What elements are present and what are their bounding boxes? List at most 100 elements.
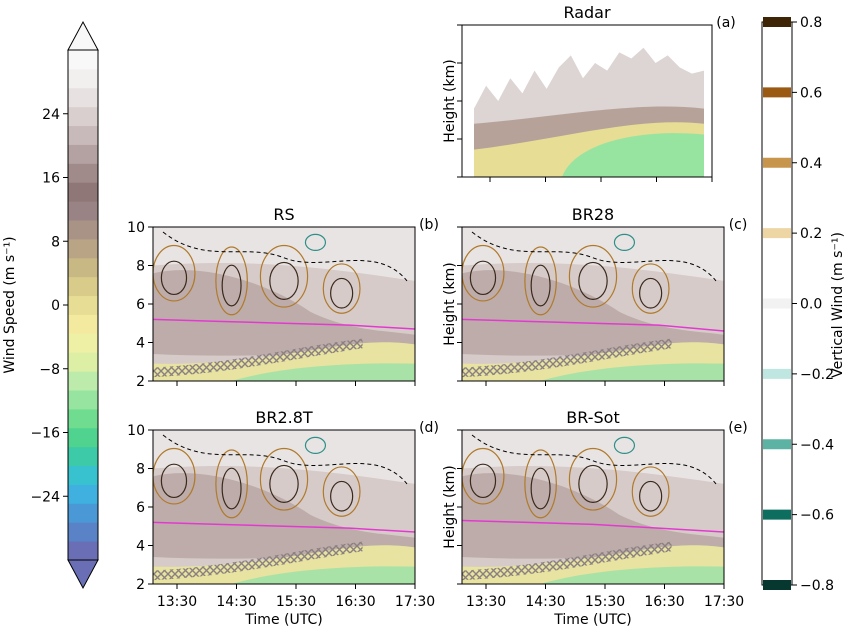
reverse-flow-region [540,363,724,381]
updraft-core-contour [221,467,242,510]
updraft-core-contour [160,463,188,499]
speed-swatch [68,238,98,259]
speed-swatch [68,182,98,202]
x-tick-label: 13:30 [157,594,197,610]
freezing-level-line [462,318,724,332]
speed-tick-label: 8 [51,234,60,250]
weak-wind-region [153,227,415,281]
y-tick-label: 8 [136,462,145,478]
panel-letter: (a) [716,15,736,31]
y-tick-label: 10 [127,220,145,236]
speed-swatch [68,87,98,108]
speed-swatch [68,541,98,561]
y-tick-label: 2 [136,577,145,593]
y-tick-label: 8 [136,259,145,275]
updraft-contour [322,263,361,314]
vw-level-band [763,439,791,450]
speed-swatch [68,371,98,391]
freezing-level-line [153,318,415,330]
updraft-core-contour [639,277,663,309]
speed-swatch [68,503,98,523]
vw-level-band [763,368,791,379]
radar-green-echo [562,133,704,177]
speed-swatch [68,484,98,504]
updraft-core-contour [578,261,608,300]
strong-wind-core [462,473,724,559]
y-axis-label: Height (km) [442,262,458,345]
vw-tick-label: 0.4 [800,156,822,172]
updraft-core-contour [330,277,354,309]
speed-swatch [68,446,98,467]
vw-level-band [763,298,791,309]
panel-letter: (e) [728,420,748,436]
vertical-wind-colorbar: 0.8 0.6 0.4 0.2 0.0 −0.2 −0.4 −0.6 −0.8 [761,15,834,594]
x-tick-label: 17:30 [395,594,435,610]
x-tick-label: 14:30 [525,594,565,610]
freezing-level-line [153,521,415,533]
updraft-core-contour [578,464,608,503]
updraft-core-contour [530,467,551,510]
y-tick-label: 10 [127,423,145,439]
updraft-contour [524,449,557,519]
x-tick-label: 16:30 [335,594,375,610]
updraft-contour [153,447,196,505]
speed-tick-label: −16 [30,426,60,442]
strong-wind-core [462,270,724,356]
speed-swatch [68,144,98,164]
updraft-core-contour [469,463,497,499]
speed-swatch [68,220,98,240]
vw-tick-label: −0.4 [800,437,834,453]
reverse-flow-region [231,566,415,584]
speed-extend-bottom [67,559,99,590]
updraft-contour [259,447,309,511]
y-tick-label: 4 [136,539,145,555]
vw-level-band [763,228,791,239]
y-axis-label: Height (km) [442,465,458,548]
hatched-region [462,541,672,581]
weak-wind-region [153,430,415,484]
updraft-contour [462,244,505,302]
updraft-contour [153,244,196,302]
speed-swatch [68,295,98,315]
updraft-contour [215,449,248,519]
speed-tick-label: 16 [42,171,60,187]
panel-radar: Radar (a) Height (km) [442,3,736,182]
updraft-core-contour [330,480,354,512]
vw-level-band [763,580,791,590]
x-axis-label: Time (UTC) [244,612,322,628]
vw-level-band [763,17,791,27]
updraft-core-contour [269,261,299,300]
updraft-core-contour [469,260,497,296]
vw-tick-label: 0.2 [800,226,822,242]
hatched-region [462,338,672,378]
downdraft-contour [613,233,636,251]
speed-swatch [68,125,98,145]
vertical-wind-colorbar-label: Vertical Wind (m s⁻¹) [830,232,846,378]
speed-swatch [68,465,98,485]
updraft-contour [568,447,618,511]
vw-tick-label: −0.8 [800,578,834,594]
speed-swatch [68,201,98,221]
speed-tick-label: 24 [42,107,60,123]
updraft-contour [631,466,670,517]
speed-swatch [68,276,98,297]
hatched-region [153,541,363,581]
vw-level-band [763,157,791,168]
speed-tick-label: −24 [30,489,60,505]
vw-tick-label: −0.6 [800,508,834,524]
x-tick-label: 17:30 [704,594,744,610]
speed-swatch [68,314,98,334]
weak-wind-region [462,430,724,484]
panel-title: BR-Sot [566,408,619,427]
x-tick-label: 13:30 [466,594,506,610]
updraft-contour [462,447,505,505]
panel-br28: BR28 (c) Height (km) [442,205,747,386]
downdraft-contour [304,233,327,251]
speed-swatch [68,522,98,542]
zero-contour [471,231,717,282]
wind-speed-colorbar: 24 16 8 0 −8 −16 −24 [30,20,99,590]
updraft-contour [322,466,361,517]
speed-swatch [68,408,98,429]
panel-letter: (c) [729,217,748,233]
updraft-contour [631,263,670,314]
